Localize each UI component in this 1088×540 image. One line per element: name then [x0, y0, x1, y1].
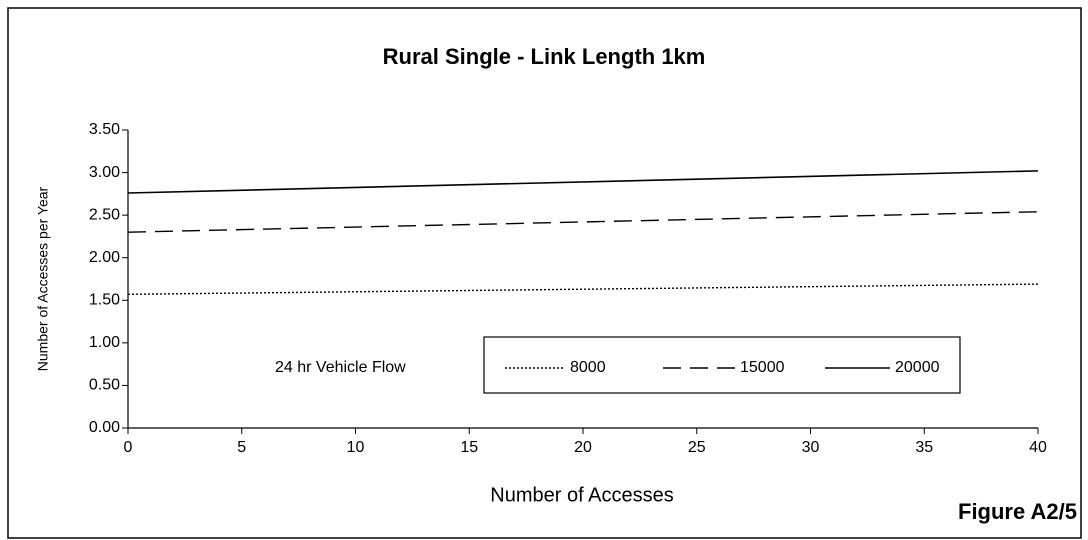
y-tick-label: 1.50 [89, 292, 120, 309]
y-tick-label: 0.00 [89, 419, 120, 436]
y-tick-label: 2.00 [89, 249, 120, 266]
legend-title: 24 hr Vehicle Flow [275, 359, 406, 376]
x-tick-label: 10 [347, 439, 365, 456]
x-tick-label: 20 [574, 439, 592, 456]
x-tick-label: 40 [1029, 439, 1047, 456]
x-tick-label: 5 [237, 439, 246, 456]
y-tick-label: 3.50 [89, 121, 120, 138]
x-tick-label: 0 [124, 439, 133, 456]
legend-label: 15000 [740, 359, 785, 376]
y-tick-label: 2.50 [89, 206, 120, 223]
y-tick-label: 1.00 [89, 334, 120, 351]
x-tick-label: 15 [460, 439, 478, 456]
y-tick-label: 3.00 [89, 164, 120, 181]
y-axis-label: Number of Accesses per Year [35, 186, 51, 371]
chart-title: Rural Single - Link Length 1km [383, 44, 706, 69]
y-tick-label: 0.50 [89, 377, 120, 394]
series-line [127, 211, 1039, 233]
series-line [127, 283, 1039, 296]
x-tick-label: 30 [802, 439, 820, 456]
x-axis-label: Number of Accesses [490, 484, 673, 506]
x-tick-label: 35 [915, 439, 933, 456]
frame [7, 7, 1082, 539]
x-tick-label: 25 [688, 439, 706, 456]
legend-box [483, 336, 961, 394]
figure-label: Figure A2/5 [958, 499, 1077, 524]
legend-label: 20000 [895, 359, 940, 376]
legend-label: 8000 [570, 359, 606, 376]
series-line [127, 170, 1039, 194]
